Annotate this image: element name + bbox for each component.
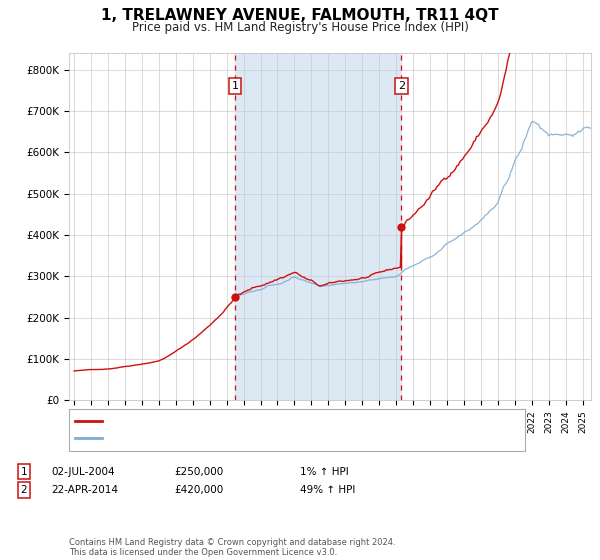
Text: 1, TRELAWNEY AVENUE, FALMOUTH, TR11 4QT: 1, TRELAWNEY AVENUE, FALMOUTH, TR11 4QT <box>101 8 499 24</box>
Text: £420,000: £420,000 <box>174 485 223 495</box>
Text: 49% ↑ HPI: 49% ↑ HPI <box>300 485 355 495</box>
Text: 02-JUL-2004: 02-JUL-2004 <box>51 466 115 477</box>
Text: 1, TRELAWNEY AVENUE, FALMOUTH, TR11 4QT (detached house): 1, TRELAWNEY AVENUE, FALMOUTH, TR11 4QT … <box>107 416 424 426</box>
Text: HPI: Average price, detached house, Cornwall: HPI: Average price, detached house, Corn… <box>107 433 330 444</box>
Bar <box>235 53 401 400</box>
Text: 22-APR-2014: 22-APR-2014 <box>51 485 118 495</box>
Text: 1: 1 <box>232 81 239 91</box>
Text: 2: 2 <box>20 485 28 495</box>
Text: 1% ↑ HPI: 1% ↑ HPI <box>300 466 349 477</box>
Text: 2: 2 <box>398 81 405 91</box>
Text: £250,000: £250,000 <box>174 466 223 477</box>
Text: Price paid vs. HM Land Registry's House Price Index (HPI): Price paid vs. HM Land Registry's House … <box>131 21 469 34</box>
Text: Contains HM Land Registry data © Crown copyright and database right 2024.
This d: Contains HM Land Registry data © Crown c… <box>69 538 395 557</box>
Text: 1: 1 <box>20 466 28 477</box>
